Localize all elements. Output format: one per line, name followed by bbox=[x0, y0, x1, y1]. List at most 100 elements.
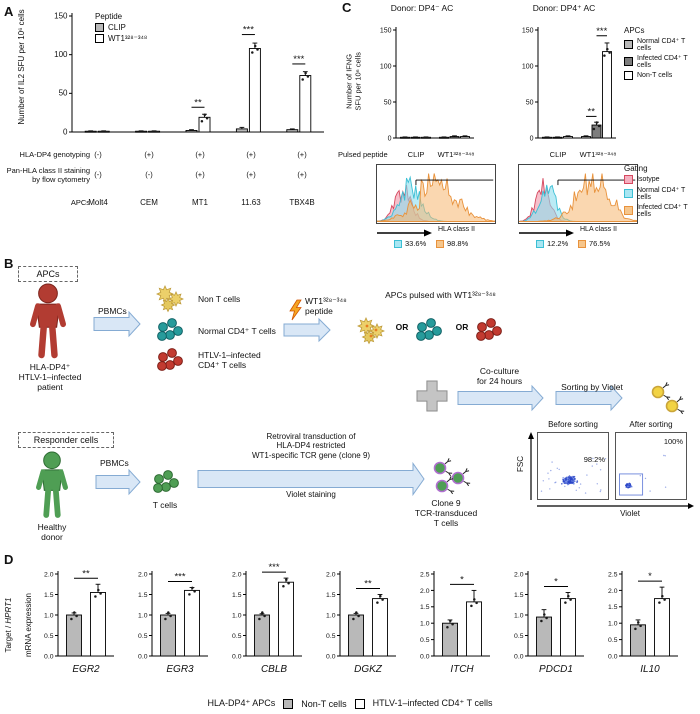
svg-text:***: *** bbox=[174, 572, 185, 583]
healthy-donor-icon bbox=[36, 451, 69, 518]
clip-color-swatch bbox=[95, 23, 104, 32]
svg-text:0.0: 0.0 bbox=[420, 653, 430, 660]
non-t-swatch-d bbox=[283, 698, 294, 709]
gene-bar-chart: 0.0 0.5 1.0 1.5 2.0 PDCD1 * bbox=[514, 571, 584, 675]
panel-d-label: D bbox=[4, 552, 14, 567]
hla-axis-arrow-right bbox=[519, 229, 574, 237]
normal-pct-left: 33.6% bbox=[405, 239, 427, 248]
panel-d-legend-title: HLA-DP4⁺ APCs bbox=[207, 698, 276, 708]
svg-text:**: ** bbox=[82, 568, 90, 579]
violet-staining-label: Violet staining bbox=[286, 490, 336, 499]
coculture-arrow bbox=[457, 384, 544, 412]
svg-text:1.5: 1.5 bbox=[138, 592, 148, 599]
infected-cd4-cells-icon bbox=[157, 348, 183, 371]
cyan-stat-swatch bbox=[394, 240, 402, 248]
gene-chart-pdcd1: 0.0 0.5 1.0 1.5 2.0 PDCD1 * bbox=[500, 562, 590, 685]
gene-bar-chart: 0.0 0.5 1.0 1.5 2.0 DGKZ ** bbox=[326, 571, 396, 675]
svg-text:***: *** bbox=[293, 54, 304, 65]
svg-text:50: 50 bbox=[59, 89, 68, 98]
gene-chart-itch: 0.0 0.5 1.0 1.5 2.0 2.5 ITCH * bbox=[406, 562, 496, 685]
svg-text:1.0: 1.0 bbox=[514, 612, 524, 619]
pulsed-infected-cd4-icon bbox=[476, 318, 502, 341]
svg-text:1.0: 1.0 bbox=[232, 612, 242, 619]
svg-text:**: ** bbox=[588, 106, 596, 117]
table-cell: (-) bbox=[145, 170, 153, 179]
svg-text:150: 150 bbox=[54, 11, 68, 20]
gene-chart-il10: 0.0 0.5 1.0 1.5 2.0 2.5 IL10 * bbox=[594, 562, 684, 685]
svg-text:DGKZ: DGKZ bbox=[354, 664, 383, 675]
y-label-pre: Target / bbox=[4, 623, 13, 653]
svg-text:2.0: 2.0 bbox=[420, 588, 430, 595]
gating-legend: Gating Isotype Normal CD4⁺ T cells Infec… bbox=[624, 164, 700, 218]
patient-icon bbox=[30, 283, 66, 359]
non-t-cells-icon bbox=[156, 285, 184, 313]
legend-item-normal-hist: Normal CD4⁺ T cells bbox=[624, 186, 700, 201]
legend-label-clip: CLIP bbox=[108, 23, 126, 32]
pulsed-apcs-label: APCs pulsed with WT1³²⁸⁻³⁴⁸ bbox=[385, 290, 496, 300]
legend-label: Normal CD4⁺ T cells bbox=[637, 38, 686, 52]
or-label-1: OR bbox=[395, 322, 409, 332]
svg-text:CBLB: CBLB bbox=[261, 664, 287, 675]
ifng-bar-chart-left: 0 50 100 150 bbox=[380, 27, 474, 142]
pbmcs-label-2: PBMCs bbox=[100, 458, 129, 468]
flow-plot-after-sorting: 100% bbox=[615, 432, 687, 500]
svg-text:1.5: 1.5 bbox=[514, 592, 524, 599]
sorted-cell-icon bbox=[651, 382, 671, 401]
peptide-clip-left: CLIP bbox=[407, 150, 425, 159]
flow-scatter bbox=[619, 454, 667, 496]
legend-item-clip: CLIP bbox=[95, 23, 147, 32]
svg-text:0.0: 0.0 bbox=[326, 653, 336, 660]
clone9-cell-icon bbox=[435, 476, 455, 495]
normal-cd4-label: Normal CD4⁺ T cells bbox=[198, 326, 276, 336]
gene-chart-dgkz: 0.0 0.5 1.0 1.5 2.0 DGKZ ** bbox=[312, 562, 402, 685]
pulsed-peptide-row-label: Pulsed peptide bbox=[338, 150, 388, 159]
table-cell: (-) bbox=[94, 150, 102, 159]
normal-cd4-cells-icon bbox=[157, 318, 183, 341]
normal-cd4-swatch bbox=[624, 40, 633, 49]
svg-text:100: 100 bbox=[54, 50, 68, 59]
transduction-arrow bbox=[197, 461, 425, 497]
panel-b-label: B bbox=[4, 256, 14, 271]
gene-chart-egr3: 0.0 0.5 1.0 1.5 2.0 EGR3 *** bbox=[124, 562, 214, 685]
svg-text:0: 0 bbox=[63, 127, 68, 136]
clone9-cell-icon bbox=[451, 468, 471, 487]
gene-bar-chart: 0.0 0.5 1.0 1.5 2.0 2.5 ITCH * bbox=[420, 571, 490, 675]
apcs-legend: APCs Normal CD4⁺ T cells Infected CD4⁺ T… bbox=[624, 26, 700, 80]
before-sorting-percentage: 98.2% bbox=[583, 455, 605, 464]
sorting-label: Sorting by Violet bbox=[561, 382, 623, 392]
svg-text:1.0: 1.0 bbox=[420, 621, 430, 628]
svg-text:0.0: 0.0 bbox=[232, 653, 242, 660]
legend-item-infected-cd4: Infected CD4⁺ T cells bbox=[624, 54, 700, 69]
svg-text:**: ** bbox=[364, 579, 372, 590]
apc-name: TBX4B bbox=[289, 198, 315, 207]
legend-label-non-t: Non-T cells bbox=[301, 698, 347, 709]
plus-icon bbox=[416, 380, 448, 412]
apcs-group-box: APCs bbox=[18, 266, 78, 282]
svg-text:*: * bbox=[460, 574, 464, 585]
table-row-label-apcs: APCs bbox=[70, 198, 90, 207]
legend-label: Infected CD4⁺ T cells bbox=[637, 204, 688, 218]
svg-text:0.0: 0.0 bbox=[514, 653, 524, 660]
gene-chart-egr2: 0.0 0.5 1.0 1.5 2.0 EGR2 ** bbox=[30, 562, 120, 685]
apcs-legend-title: APCs bbox=[624, 26, 645, 35]
table-cell: (-) bbox=[94, 170, 102, 179]
apc-name: CEM bbox=[140, 198, 158, 207]
cyan-stat-swatch bbox=[536, 240, 544, 248]
svg-text:*: * bbox=[554, 576, 558, 587]
svg-text:***: *** bbox=[268, 562, 279, 573]
sorting-arrow bbox=[555, 384, 623, 412]
fsc-axis-label: FSC bbox=[516, 456, 525, 472]
table-cell: (+) bbox=[297, 170, 307, 179]
ifng-chart-dp4neg: 0 50 100 150 bbox=[366, 16, 478, 151]
orange-stat-swatch bbox=[436, 240, 444, 248]
pbmcs-arrow-2 bbox=[95, 468, 141, 496]
svg-text:EGR2: EGR2 bbox=[72, 664, 100, 675]
panel-d-y-axis-label: Target / HPRT1 mRNA expression bbox=[0, 580, 34, 670]
legend-label: Isotype bbox=[637, 176, 660, 183]
panel-c-y-axis-label: Number of IFNG SFU per 10⁶ cells bbox=[344, 52, 363, 111]
pbmcs-arrow-1 bbox=[93, 310, 141, 338]
svg-text:50: 50 bbox=[526, 99, 534, 106]
after-sorting-percentage: 100% bbox=[663, 437, 683, 446]
